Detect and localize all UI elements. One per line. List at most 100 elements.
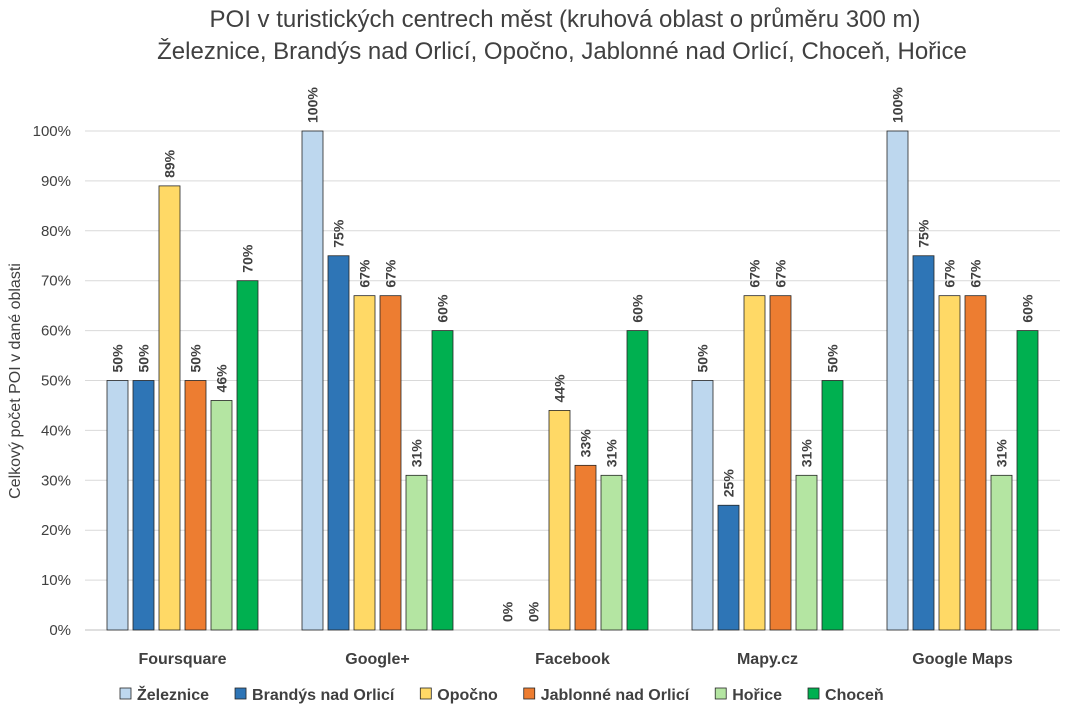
data-label: 67% [942, 259, 958, 288]
bar [886, 130, 909, 631]
y-tick-label: 80% [41, 223, 71, 240]
bar [210, 400, 233, 631]
data-label: 46% [214, 364, 230, 393]
data-label: 50% [825, 344, 841, 373]
bar [301, 130, 324, 631]
legend-item: Jablonné nad Orlicí [523, 687, 690, 704]
data-label: 67% [357, 259, 373, 288]
category-label: Foursquare [138, 651, 226, 668]
data-label: 60% [1020, 294, 1036, 323]
legend-swatch [523, 687, 536, 700]
bar [938, 295, 961, 631]
data-label: 75% [331, 219, 347, 248]
bar [431, 330, 454, 631]
bars [106, 130, 1039, 631]
y-tick-label: 10% [41, 572, 71, 589]
data-label: 50% [110, 344, 126, 373]
legend-item: Choceň [807, 687, 884, 704]
legend-item: Opočno [419, 687, 498, 704]
data-label: 31% [799, 439, 815, 468]
bar [379, 295, 402, 631]
bar [184, 380, 207, 631]
data-label: 0% [500, 601, 516, 622]
bar [548, 410, 571, 631]
data-label: 31% [604, 439, 620, 468]
bar [691, 380, 714, 631]
y-axis-label: Celkový počet POI v dané oblasti [7, 263, 24, 499]
legend-swatch [234, 687, 247, 700]
y-tick-label: 0% [49, 622, 71, 639]
chart-title-line-1: POI v turistických centrech měst (kruhov… [210, 6, 921, 33]
chart-title-line-2: Železnice, Brandýs nad Orlicí, Opočno, J… [157, 38, 967, 65]
category-label: Facebook [535, 651, 610, 668]
bar [353, 295, 376, 631]
data-label: 67% [773, 259, 789, 288]
legend-swatch [714, 687, 727, 700]
data-labels: 50% 50% 89% 50% 46% 70% 100% 75% 67% 67% 31% 60% 0% 0… [110, 87, 1036, 622]
bar [405, 474, 428, 631]
bar [990, 474, 1013, 631]
data-label: 50% [695, 344, 711, 373]
legend-label: Hořice [732, 687, 782, 704]
y-tick-labels: 0% 10% 20% 30% 40% 50% 60% 70% 80% 90% 100% [33, 123, 71, 639]
bar [964, 295, 987, 631]
y-tick-label: 70% [41, 273, 71, 290]
legend: Železnice Brandýs nad Orlicí Opočno Jablonn… [119, 685, 884, 704]
y-tick-label: 90% [41, 173, 71, 190]
legend-label: Železnice [137, 685, 209, 704]
data-label: 67% [747, 259, 763, 288]
y-tick-label: 100% [33, 123, 71, 140]
data-label: 31% [994, 439, 1010, 468]
legend-label: Brandýs nad Orlicí [252, 687, 395, 704]
data-label: 100% [890, 87, 906, 123]
legend-item: Železnice [119, 685, 209, 704]
bar [574, 464, 597, 631]
bar [795, 474, 818, 631]
category-label: Google Maps [912, 651, 1013, 668]
data-label: 60% [435, 294, 451, 323]
legend-label: Jablonné nad Orlicí [541, 687, 690, 704]
bar [236, 280, 259, 631]
bar [106, 380, 129, 631]
data-label: 25% [721, 469, 737, 498]
data-label: 33% [578, 429, 594, 458]
data-label: 100% [305, 87, 321, 123]
bar [626, 330, 649, 631]
data-label: 60% [630, 294, 646, 323]
legend-swatch [119, 687, 132, 700]
bar [158, 185, 181, 631]
bar [717, 504, 740, 631]
legend-item: Hořice [714, 687, 782, 704]
category-label: Mapy.cz [737, 651, 798, 668]
data-label: 50% [136, 344, 152, 373]
legend-swatch [807, 687, 820, 700]
bar [600, 474, 623, 631]
category-label: Google+ [345, 651, 409, 668]
data-label: 67% [383, 259, 399, 288]
data-label: 89% [162, 149, 178, 178]
y-tick-label: 30% [41, 472, 71, 489]
bar [821, 380, 844, 631]
data-label: 50% [188, 344, 204, 373]
data-label: 67% [968, 259, 984, 288]
data-label: 75% [916, 219, 932, 248]
bar [743, 295, 766, 631]
data-label: 0% [526, 601, 542, 622]
legend-label: Choceň [825, 687, 884, 704]
data-label: 70% [240, 244, 256, 273]
bar [132, 380, 155, 631]
bar [327, 255, 350, 631]
y-tick-label: 50% [41, 373, 71, 390]
data-label: 31% [409, 439, 425, 468]
data-label: 44% [552, 374, 568, 403]
legend-swatch [419, 687, 432, 700]
bar [912, 255, 935, 631]
bar [1016, 330, 1039, 631]
category-labels: Foursquare Google+ Facebook Mapy.cz Google M… [138, 651, 1012, 668]
legend-label: Opočno [437, 687, 498, 704]
legend-item: Brandýs nad Orlicí [234, 687, 395, 704]
bar [769, 295, 792, 631]
y-tick-label: 20% [41, 522, 71, 539]
